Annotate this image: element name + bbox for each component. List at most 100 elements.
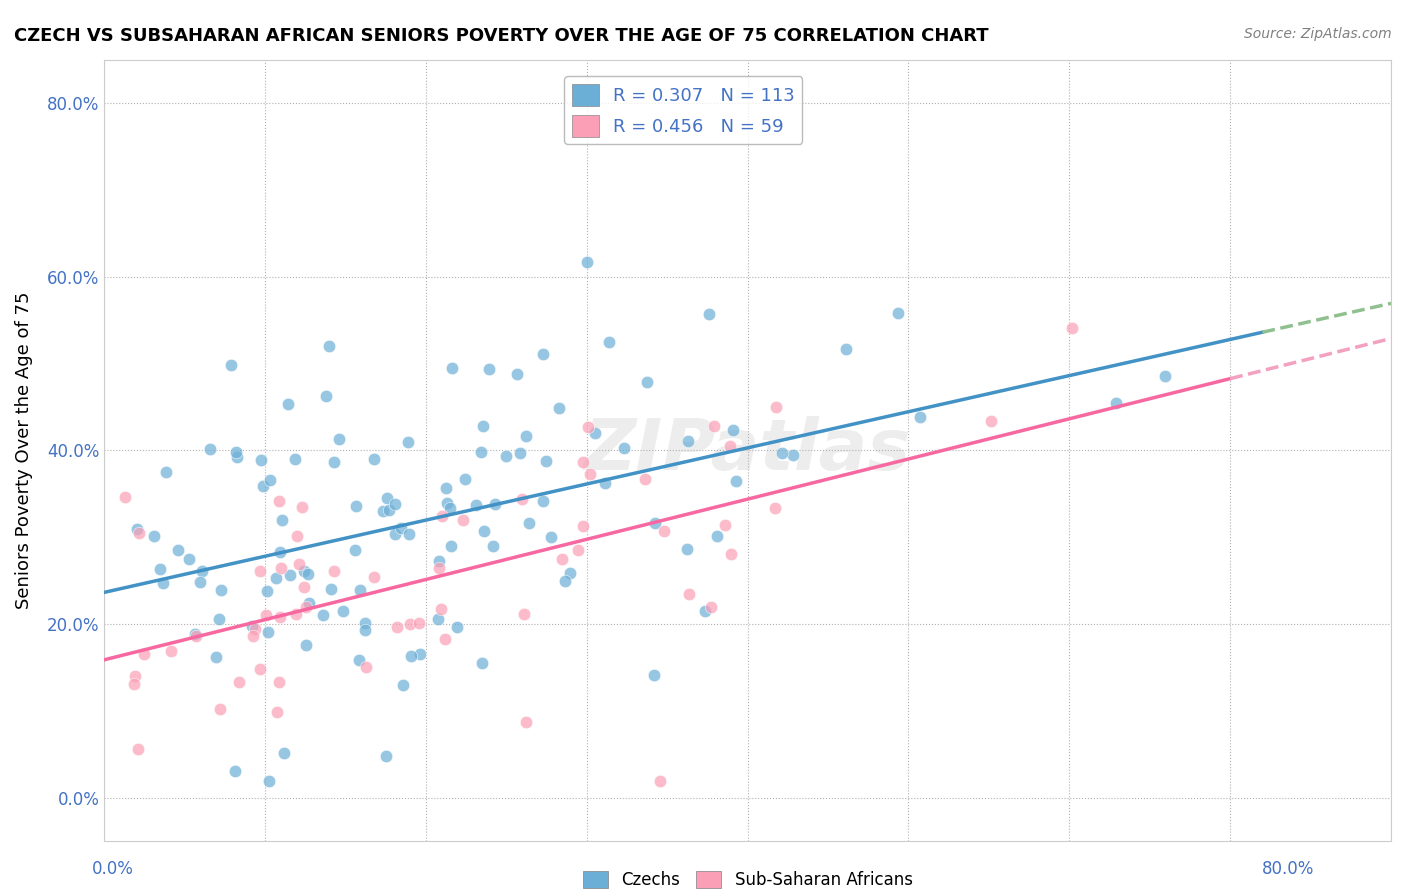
Point [446,620,468,634]
Point [353,616,375,631]
Point [472,524,495,538]
Point [128,526,150,541]
Point [598,334,620,349]
Point [583,425,606,440]
Point [430,602,453,616]
Point [249,662,271,676]
Point [205,649,228,664]
Point [430,509,453,524]
Point [643,667,665,681]
Point [509,445,531,459]
Point [297,567,319,582]
Point [676,434,699,449]
Point [398,527,420,541]
Point [593,475,616,490]
Point [678,586,700,600]
Point [349,583,371,598]
Point [318,339,340,353]
Point [720,547,742,561]
Point [328,433,350,447]
Point [127,742,149,756]
Point [723,424,745,438]
Point [454,472,477,486]
Point [472,419,495,434]
Point [363,570,385,584]
Point [409,647,432,661]
Point [572,455,595,469]
Point [384,527,406,541]
Point [132,647,155,661]
Point [560,566,582,580]
Point [714,517,737,532]
Point [613,441,636,455]
Point [298,596,321,610]
Point [207,612,229,626]
Point [399,616,422,631]
Point [343,543,366,558]
Point [375,749,398,764]
Point [256,584,278,599]
Point [706,529,728,543]
Point [567,543,589,558]
Text: 0.0%: 0.0% [91,860,134,878]
Point [266,705,288,719]
Point [908,409,931,424]
Point [211,582,233,597]
Point [295,600,318,615]
Point [697,307,720,321]
Point [177,552,200,566]
Point [835,343,858,357]
Point [267,674,290,689]
Point [378,503,401,517]
Point [166,543,188,558]
Point [554,574,576,588]
Point [572,519,595,533]
Point [636,375,658,389]
Point [763,501,786,516]
Point [510,492,533,507]
Point [225,450,247,465]
Point [284,452,307,467]
Point [277,397,299,411]
Point [127,522,149,536]
Point [495,449,517,463]
Point [271,513,294,527]
Point [1105,396,1128,410]
Y-axis label: Seniors Poverty Over the Age of 75: Seniors Poverty Over the Age of 75 [15,292,32,609]
Point [292,580,315,594]
Point [292,565,315,579]
Point [347,653,370,667]
Point [148,561,170,575]
Point [471,656,494,670]
Point [482,539,505,553]
Point [122,677,145,691]
Point [634,472,657,486]
Point [114,490,136,504]
Point [363,452,385,467]
Point [506,367,529,381]
Point [291,500,314,514]
Point [478,362,501,376]
Point [724,474,747,488]
Point [245,623,267,637]
Text: ZIPatlas: ZIPatlas [583,416,911,485]
Point [257,773,280,788]
Point [249,564,271,578]
Point [718,439,741,453]
Point [576,420,599,434]
Point [426,612,449,626]
Point [200,442,222,456]
Point [703,419,725,434]
Point [240,619,263,633]
Point [439,500,461,515]
Point [373,504,395,518]
Point [315,388,337,402]
Point [551,552,574,566]
Point [517,516,540,530]
Point [273,746,295,760]
Point [700,599,723,614]
Point [225,444,247,458]
Point [389,521,412,535]
Point [323,564,346,578]
Point [536,454,558,468]
